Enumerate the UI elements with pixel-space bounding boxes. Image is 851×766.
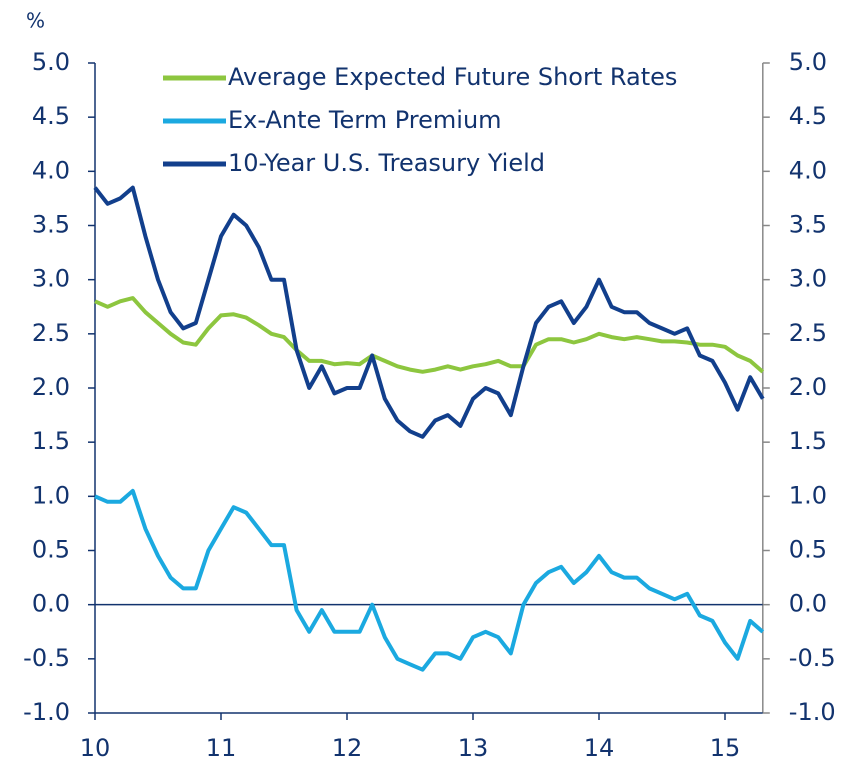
y2-tick-label: 1.0 [789, 481, 827, 509]
x-tick-label: 10 [80, 734, 111, 762]
y-tick-label: 3.5 [32, 211, 70, 239]
y-tick-label: -1.0 [23, 698, 70, 726]
series-line [93, 185, 765, 439]
x-tick-label: 11 [206, 734, 237, 762]
y-tick-label: 0.5 [32, 536, 70, 564]
y2-tick-label: 3.5 [789, 211, 827, 239]
y-axis-label: % [26, 9, 45, 33]
legend-label: Ex-Ante Term Premium [228, 106, 502, 134]
y2-tick-label: -0.5 [789, 644, 836, 672]
x-tick-label: 15 [710, 734, 741, 762]
y-tick-label: 2.0 [32, 373, 70, 401]
legend-label: Average Expected Future Short Rates [228, 63, 677, 91]
y2-tick-label: 2.0 [789, 373, 827, 401]
y2-tick-label: 0.5 [789, 536, 827, 564]
y-tick-label: 2.5 [32, 319, 70, 347]
y-tick-label: 5.0 [32, 48, 70, 76]
y-tick-label: 4.5 [32, 102, 70, 130]
y2-tick-label: 1.5 [789, 427, 827, 455]
y2-tick-label: 4.5 [789, 102, 827, 130]
y2-tick-label: 0.0 [789, 590, 827, 618]
series-line [94, 296, 765, 374]
y2-tick-label: 2.5 [789, 319, 827, 347]
x-tick-label: 13 [458, 734, 489, 762]
x-tick-label: 12 [332, 734, 363, 762]
y-tick-label: 1.0 [32, 481, 70, 509]
y-tick-label: -0.5 [23, 644, 70, 672]
y2-tick-label: 3.0 [789, 265, 827, 293]
y2-tick-label: 5.0 [789, 48, 827, 76]
y-tick-label: 3.0 [32, 265, 70, 293]
y-tick-label: 4.0 [32, 156, 70, 184]
y-tick-label: 1.5 [32, 427, 70, 455]
legend-label: 10-Year U.S. Treasury Yield [228, 149, 545, 177]
series-line [94, 488, 765, 672]
x-tick-label: 14 [584, 734, 615, 762]
y2-tick-label: -1.0 [789, 698, 836, 726]
y-tick-label: 0.0 [32, 590, 70, 618]
y2-tick-label: 4.0 [789, 156, 827, 184]
